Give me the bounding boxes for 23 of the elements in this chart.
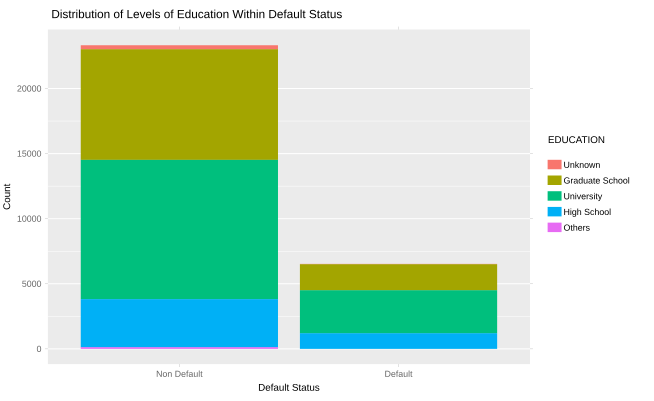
bar: [300, 290, 498, 334]
y-axis-title: Count: [3, 184, 10, 210]
legend-label: Graduate School: [564, 176, 630, 184]
legend-label: Unknown: [564, 161, 600, 168]
legend-label: High School: [564, 208, 610, 217]
y-tick-label: 20000: [17, 85, 42, 92]
bar: [80, 160, 278, 299]
bar: [80, 48, 278, 160]
legend-label: Others: [564, 224, 590, 231]
y-tick-label: 15000: [18, 150, 42, 157]
y-tick-label: 0: [36, 346, 42, 352]
legend-label: University: [564, 192, 602, 201]
bar: [80, 45, 278, 49]
x-tick-label: Non Default: [156, 370, 203, 377]
bar: [80, 298, 278, 348]
bar: [300, 264, 498, 290]
x-axis-title: Default Status: [258, 383, 320, 391]
legend-title: EDUCATION: [548, 136, 604, 143]
chart-title: Distribution of Levels of Education Within Default Status: [52, 9, 342, 18]
y-tick-label: 5000: [22, 280, 42, 287]
y-tick-label: 10000: [18, 215, 42, 222]
bar: [300, 333, 498, 349]
x-tick-label: Default: [385, 370, 412, 377]
